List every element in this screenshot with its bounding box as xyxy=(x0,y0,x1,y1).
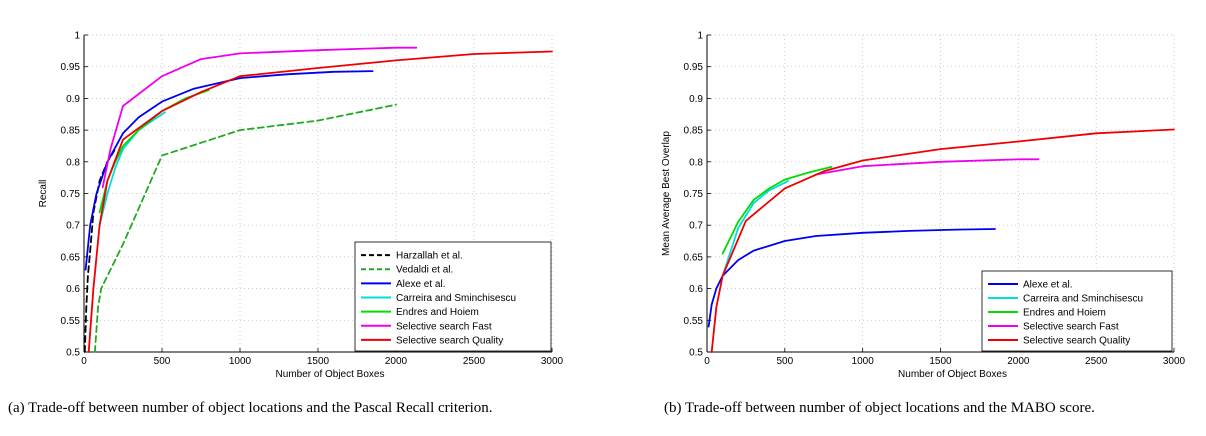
y-tick-label: 0.5 xyxy=(66,348,80,359)
x-tick-label: 1500 xyxy=(929,356,952,367)
y-tick-label: 0.8 xyxy=(66,157,80,168)
y-tick-label: 0.65 xyxy=(61,252,81,263)
series-line-alexe-et-al xyxy=(707,228,996,328)
series-line-harzallah-et-al xyxy=(83,148,117,353)
caption-b: (b) Trade-off between number of object l… xyxy=(664,400,1095,416)
series-line-selective-search-quality xyxy=(87,50,553,353)
x-tick-label: 2000 xyxy=(385,356,408,367)
y-tick-label: 0.55 xyxy=(61,316,81,327)
y-tick-label: 0.9 xyxy=(689,94,703,105)
legend-label-alexe-et-al: Alexe et al. xyxy=(1023,280,1072,291)
y-tick-label: 0.95 xyxy=(61,62,81,73)
series-line-carreira-and-sminchisescu xyxy=(721,179,789,277)
y-axis-label: Mean Average Best Overlap xyxy=(661,131,672,256)
legend-label-selective-search-quality: Selective search Quality xyxy=(1023,336,1130,347)
y-tick-label: 0.65 xyxy=(684,252,704,263)
chart-b: 0 500 1000 1500 2000 2500 3000 0.5 0.55 0.6 0.65 0.… xyxy=(661,31,1186,381)
y-tick-label: 1 xyxy=(697,31,703,42)
legend-label-selective-search-fast: Selective search Fast xyxy=(396,321,492,332)
legend-label-carreira-and-sminchisescu: Carreira and Sminchisescu xyxy=(1023,294,1143,305)
y-tick-label: 0.8 xyxy=(689,157,703,168)
legend-label-selective-search-fast: Selective search Fast xyxy=(1023,322,1119,333)
legend-label-endres-and-hoiem: Endres and Hoiem xyxy=(1023,308,1106,319)
y-tick-label: 0.85 xyxy=(61,126,81,137)
series-line-vedaldi-et-al xyxy=(94,103,397,353)
x-tick-label: 2500 xyxy=(1085,356,1108,367)
x-tick-label: 3000 xyxy=(541,356,564,367)
legend-label-endres-and-hoiem: Endres and Hoiem xyxy=(396,307,479,318)
y-tick-label: 0.6 xyxy=(689,284,703,295)
x-tick-label: 0 xyxy=(81,356,87,367)
y-axis-label: Recall xyxy=(38,180,49,208)
legend-label-vedaldi-et-al: Vedaldi et al. xyxy=(396,265,453,276)
y-tick-label: 0.5 xyxy=(689,348,703,359)
y-tick-label: 1 xyxy=(74,31,80,42)
legend-label-selective-search-quality: Selective search Quality xyxy=(396,335,503,346)
y-tick-label: 0.75 xyxy=(684,189,704,200)
caption-a: (a) Trade-off between number of object l… xyxy=(8,400,493,416)
x-tick-label: 1000 xyxy=(229,356,252,367)
series-line-selective-search-quality xyxy=(710,128,1175,353)
x-tick-label: 1000 xyxy=(852,356,875,367)
series-line-selective-search-fast xyxy=(815,158,1040,176)
y-tick-label: 0.6 xyxy=(66,284,80,295)
series-line-endres-and-hoiem xyxy=(721,165,833,255)
x-tick-label: 500 xyxy=(776,356,793,367)
x-tick-label: 500 xyxy=(154,356,171,367)
x-tick-label: 1500 xyxy=(307,356,330,367)
series-line-alexe-et-al xyxy=(84,70,374,271)
legend: Alexe et al. Carreira and Sminchisescu End… xyxy=(981,270,1173,352)
x-tick-label: 0 xyxy=(704,356,710,367)
y-tick-label: 0.7 xyxy=(66,221,80,232)
y-tick-label: 0.75 xyxy=(61,189,81,200)
y-tick-label: 0.9 xyxy=(66,94,80,105)
legend: Harzallah et al. Vedaldi et al. Alexe et a… xyxy=(354,241,552,352)
series-line-carreira-and-sminchisescu xyxy=(98,111,167,227)
x-axis-label: Number of Object Boxes xyxy=(276,369,385,380)
series-line-endres-and-hoiem xyxy=(98,89,210,214)
x-tick-label: 2500 xyxy=(463,356,486,367)
x-tick-label: 2000 xyxy=(1007,356,1030,367)
y-tick-label: 0.85 xyxy=(684,126,704,137)
legend-label-alexe-et-al: Alexe et al. xyxy=(396,279,445,290)
y-tick-label: 0.7 xyxy=(689,221,703,232)
legend-label-harzallah-et-al: Harzallah et al. xyxy=(396,251,463,262)
y-tick-label: 0.55 xyxy=(684,316,704,327)
x-axis-label: Number of Object Boxes xyxy=(898,369,1007,380)
legend-label-carreira-and-sminchisescu: Carreira and Sminchisescu xyxy=(396,293,516,304)
y-tick-label: 0.95 xyxy=(684,62,704,73)
x-tick-label: 3000 xyxy=(1163,356,1186,367)
chart-a: 0 500 1000 1500 2000 2500 3000 0.5 0.55 0.6 0.65 0.… xyxy=(38,31,564,381)
series-line-selective-search-fast xyxy=(101,46,418,189)
